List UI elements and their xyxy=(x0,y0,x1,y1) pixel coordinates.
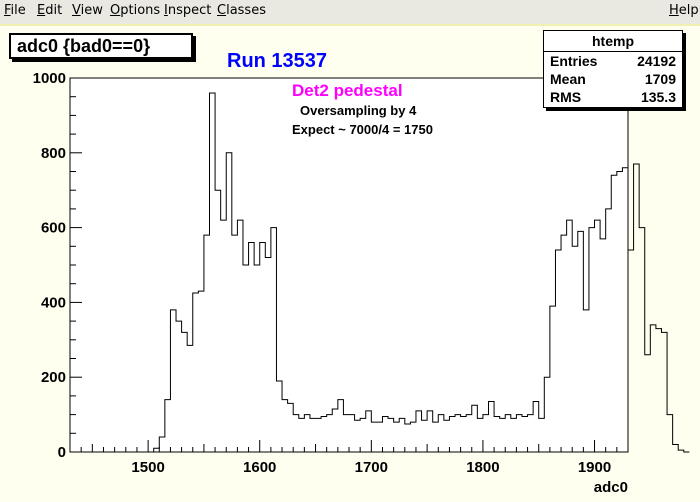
oversampling-label: Oversampling by 4 xyxy=(300,103,417,118)
y-tick-label: 600 xyxy=(41,220,66,237)
stats-rms: RMS 135.3 xyxy=(550,89,676,105)
det-label: Det2 pedestal xyxy=(292,81,403,100)
x-tick-label: 1800 xyxy=(466,459,499,476)
y-axis: 0 200 400 600 800 1000 xyxy=(33,70,82,461)
x-tick-label: 1500 xyxy=(131,459,164,476)
menu-help[interactable]: Help xyxy=(669,3,699,18)
menu-classes[interactable]: Classes xyxy=(217,3,266,18)
y-tick-label: 400 xyxy=(41,294,66,311)
stats-box[interactable]: htemp Entries 24192 Mean 1709 RMS 135.3 xyxy=(543,30,683,108)
x-axis: 1500 1600 1700 1800 1900 xyxy=(69,440,629,476)
menu-file[interactable]: File xyxy=(4,3,26,18)
menu-edit[interactable]: Edit xyxy=(37,3,63,18)
menu-inspect[interactable]: Inspect xyxy=(164,3,212,18)
run-label: Run 13537 xyxy=(227,50,328,72)
expect-label: Expect ~ 7000/4 = 1750 xyxy=(292,122,433,137)
x-tick-label: 1700 xyxy=(355,459,388,476)
stats-entries: Entries 24192 xyxy=(550,53,676,69)
menu-bar: File Edit View Options Inspect Classes H… xyxy=(0,0,700,22)
menu-options[interactable]: Options xyxy=(110,3,161,18)
y-tick-label: 0 xyxy=(58,444,66,461)
canvas-title: adc0 {bad0==0} xyxy=(9,33,193,59)
root-canvas[interactable]: 0 200 400 600 800 1000 1500 1600 1700 1800 1900 a… xyxy=(0,24,700,502)
y-tick-label: 1000 xyxy=(33,70,66,87)
stats-name: htemp xyxy=(544,31,682,52)
y-tick-label: 800 xyxy=(41,145,66,162)
x-axis-label: adc0 xyxy=(594,479,628,496)
histogram-plot[interactable]: 0 200 400 600 800 1000 1500 1600 1700 1800 1900 a… xyxy=(0,26,700,502)
x-tick-label: 1900 xyxy=(578,459,611,476)
menu-view[interactable]: View xyxy=(72,3,103,18)
plot-frame xyxy=(69,77,629,453)
stats-mean: Mean 1709 xyxy=(550,71,676,87)
histogram-line xyxy=(148,92,690,453)
y-tick-label: 200 xyxy=(41,369,66,386)
x-tick-label: 1600 xyxy=(243,459,276,476)
